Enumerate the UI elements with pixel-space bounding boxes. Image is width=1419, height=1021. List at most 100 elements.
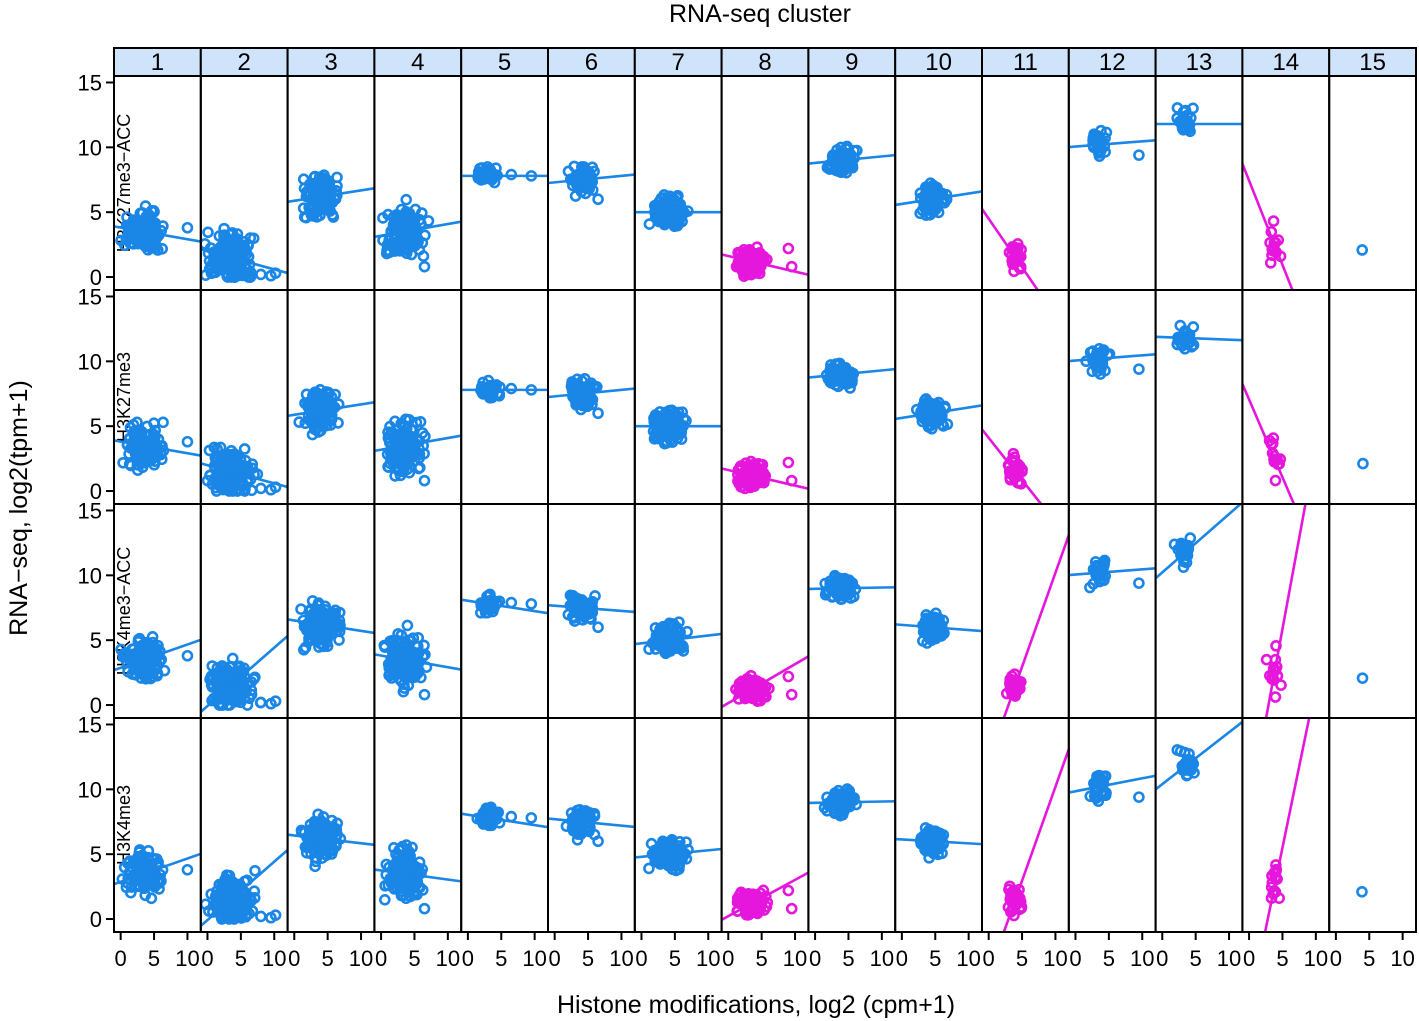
data-point bbox=[181, 435, 194, 448]
data-point bbox=[211, 260, 224, 273]
y-tick-label: 0 bbox=[90, 907, 102, 932]
column-label-3: 3 bbox=[324, 49, 337, 76]
y-axis-label: RNA−seq, log2(tpm+1) bbox=[5, 380, 33, 636]
fit-line bbox=[1002, 534, 1069, 718]
data-point bbox=[401, 619, 414, 632]
column-label-5: 5 bbox=[498, 49, 511, 76]
panel-border-1-9 bbox=[807, 289, 897, 505]
data-point bbox=[119, 239, 131, 252]
y-tick-label: 10 bbox=[78, 349, 102, 374]
data-point bbox=[394, 245, 406, 257]
panel-border-1-14 bbox=[1241, 289, 1331, 505]
data-point bbox=[418, 260, 431, 273]
data-point bbox=[592, 621, 604, 634]
data-point bbox=[228, 267, 241, 280]
chart-title: RNA-seq cluster bbox=[669, 0, 851, 28]
data-point bbox=[672, 190, 684, 202]
data-point bbox=[1267, 215, 1280, 227]
fit-line bbox=[808, 585, 896, 591]
fit-line bbox=[1155, 504, 1243, 580]
panel-border-2-13 bbox=[1154, 503, 1244, 719]
y-tick-label: 15 bbox=[78, 498, 102, 523]
column-label-9: 9 bbox=[845, 49, 858, 76]
panel-border-0-7 bbox=[633, 75, 723, 291]
y-tick-label: 5 bbox=[90, 414, 102, 439]
column-label-8: 8 bbox=[758, 49, 771, 76]
column-label-10: 10 bbox=[925, 49, 952, 76]
data-point bbox=[400, 193, 413, 206]
data-point bbox=[319, 198, 332, 210]
fit-line bbox=[1068, 139, 1156, 149]
data-point bbox=[752, 264, 765, 277]
data-point bbox=[379, 893, 391, 906]
data-point bbox=[314, 178, 326, 190]
data-point bbox=[255, 910, 267, 923]
data-point bbox=[418, 474, 431, 487]
y-tick-label: 0 bbox=[90, 265, 102, 290]
x-axis-label: Histone modifications, log2 (cpm+1) bbox=[557, 991, 955, 1019]
data-point bbox=[157, 220, 169, 232]
data-point bbox=[394, 210, 406, 223]
data-point bbox=[525, 812, 538, 824]
data-point bbox=[1356, 244, 1368, 256]
panel-border-2-7 bbox=[633, 503, 723, 719]
panel-border-1-13 bbox=[1154, 289, 1244, 505]
data-point bbox=[139, 239, 152, 252]
data-point bbox=[578, 161, 590, 173]
data-point bbox=[586, 176, 599, 188]
fit-line bbox=[1264, 504, 1307, 718]
column-label-2: 2 bbox=[238, 49, 251, 76]
data-point bbox=[399, 209, 411, 221]
fit-line bbox=[721, 253, 809, 276]
data-point bbox=[419, 229, 431, 242]
data-point bbox=[592, 407, 604, 420]
panel-border-1-7 bbox=[633, 289, 723, 505]
data-point bbox=[488, 176, 501, 189]
y-tick-label: 15 bbox=[78, 70, 102, 95]
strip-8 bbox=[720, 47, 810, 77]
y-tick-label: 5 bbox=[90, 842, 102, 867]
data-point bbox=[321, 203, 334, 216]
data-point bbox=[130, 234, 143, 247]
data-point bbox=[157, 416, 169, 429]
data-point bbox=[1133, 577, 1145, 589]
y-tick-label: 15 bbox=[78, 284, 102, 309]
data-point bbox=[739, 267, 751, 280]
data-point bbox=[1269, 691, 1282, 703]
panel-border-2-12 bbox=[1067, 503, 1157, 719]
column-label-6: 6 bbox=[585, 49, 598, 76]
fit-line bbox=[1155, 335, 1243, 342]
data-point bbox=[321, 177, 334, 189]
data-point bbox=[660, 200, 673, 212]
panel-border-2-11 bbox=[981, 503, 1070, 719]
y-tick-label: 5 bbox=[90, 200, 102, 225]
fit-line bbox=[114, 225, 201, 243]
data-point bbox=[1275, 679, 1287, 691]
data-point bbox=[405, 235, 418, 247]
data-point bbox=[255, 268, 267, 281]
data-point bbox=[231, 228, 244, 240]
column-label-11: 11 bbox=[1013, 49, 1038, 76]
panel-grid: 1 2 3 4 5 6 7 8 9 10 11 12 13 14 15H3K27me3−ACC051015H… bbox=[78, 47, 1417, 971]
data-point bbox=[181, 649, 194, 662]
fit-line bbox=[374, 220, 462, 239]
data-point bbox=[569, 190, 582, 202]
panel-border-0-5 bbox=[460, 75, 550, 291]
data-point bbox=[230, 234, 242, 247]
data-point bbox=[525, 598, 538, 610]
data-point bbox=[1133, 149, 1145, 161]
data-point bbox=[592, 193, 604, 206]
data-point bbox=[381, 246, 393, 259]
panel-border-1-15 bbox=[1328, 289, 1417, 505]
data-point bbox=[1269, 474, 1282, 487]
data-point bbox=[242, 239, 254, 252]
data-point bbox=[387, 211, 400, 224]
data-point bbox=[231, 246, 243, 258]
data-point bbox=[1357, 457, 1369, 470]
panel-border-0-9 bbox=[807, 75, 897, 291]
data-point bbox=[385, 225, 397, 238]
data-point bbox=[782, 242, 795, 255]
y-tick-label: 10 bbox=[78, 563, 102, 588]
column-label-4: 4 bbox=[411, 49, 424, 76]
